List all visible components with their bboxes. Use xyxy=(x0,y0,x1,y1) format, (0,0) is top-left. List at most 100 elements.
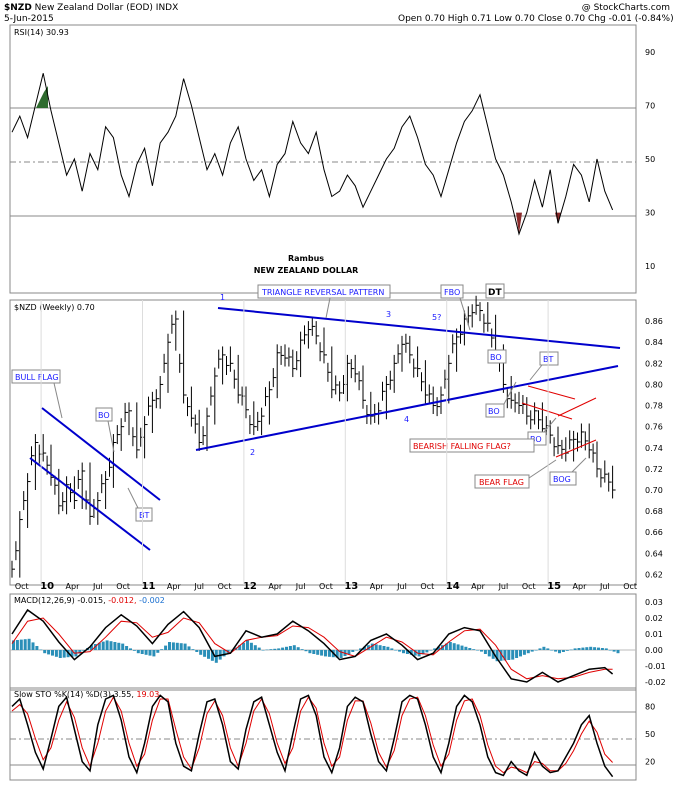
macd-hist-bar xyxy=(304,650,308,652)
macd-hist-bar xyxy=(495,650,499,662)
macd-hist-bar xyxy=(561,650,565,652)
macd-hist-bar xyxy=(530,650,534,652)
macd-hist-bar xyxy=(19,639,23,650)
price-y-tick: 0.64 xyxy=(645,549,663,558)
macd-hist-bar xyxy=(398,650,402,652)
macd-hist-bar xyxy=(522,650,526,655)
svg-text:$NZD New Zealand Dollar (EOD): $NZD New Zealand Dollar (EOD) INDX xyxy=(4,3,178,13)
x-tick-label: 13 xyxy=(344,581,358,592)
chart-header: $NZD New Zealand Dollar (EOD) INDX 5-Jun… xyxy=(4,3,674,24)
symbol: $NZD xyxy=(4,3,32,13)
macd-y-tick: -0.02 xyxy=(645,678,666,687)
macd-hist-bar xyxy=(359,648,363,650)
macd-hist-bar xyxy=(413,650,417,656)
macd-hist-bar xyxy=(62,650,66,658)
macd-hist-bar xyxy=(378,645,382,650)
macd-hist-bar xyxy=(179,643,183,650)
macd-hist-bar xyxy=(437,646,441,650)
macd-hist-bar xyxy=(409,650,413,655)
macd-y-tick: 0.00 xyxy=(645,646,663,655)
fbo-label: FBO xyxy=(444,288,460,297)
macd-hist-bar xyxy=(363,646,366,650)
triangle-lower-line xyxy=(195,365,619,451)
macd-hist-bar xyxy=(538,648,542,650)
macd-hist-bar xyxy=(382,646,386,650)
rsi-legend: RSI(14) 30.93 xyxy=(14,28,69,37)
sto-y-tick: 50 xyxy=(645,730,655,739)
sto-legend: Slow STO %K(14) %D(3) 3.55, 19.03 xyxy=(14,690,159,699)
x-tick-label: Apr xyxy=(573,582,588,591)
macd-histogram xyxy=(12,638,620,663)
macd-y-tick: -0.01 xyxy=(645,662,666,671)
macd-hist-bar xyxy=(425,650,429,653)
macd-hist-bar xyxy=(394,650,398,651)
macd-hist-bar xyxy=(257,647,261,650)
macd-hist-bar xyxy=(82,650,86,651)
x-axis: Oct 10 Apr Jul Oct 11 Apr Jul Oct 12 Apr Jul Oct 13 Ap… xyxy=(15,300,637,592)
macd-hist-bar xyxy=(35,646,39,650)
bull-flag-label: BULL FLAG xyxy=(15,373,59,382)
price-y-tick: 0.80 xyxy=(645,380,663,389)
macd-hist-bar xyxy=(589,646,593,650)
macd-hist-bar xyxy=(156,650,160,653)
macd-hist-bar xyxy=(585,647,589,650)
macd-hist-bar xyxy=(444,643,448,650)
macd-hist-bar xyxy=(421,650,425,655)
bo-label-2: BO xyxy=(490,353,502,362)
macd-hist-bar xyxy=(324,650,327,657)
x-tick-label: Jul xyxy=(295,582,306,591)
macd-hist-bar xyxy=(117,642,121,650)
macd-hist-bar xyxy=(136,650,140,654)
wave-1-label: 1 xyxy=(220,293,225,302)
price-y-tick: 0.66 xyxy=(645,528,663,537)
macd-hist-bar xyxy=(31,642,35,650)
bearish-falling-flag-label: BEARISH FALLING FLAG? xyxy=(413,442,511,451)
macd-hist-bar xyxy=(542,646,546,650)
macd-hist-bar xyxy=(27,638,31,650)
x-tick-label: Oct xyxy=(522,582,536,591)
macd-hist-bar xyxy=(355,650,359,651)
macd-hist-bar xyxy=(593,647,597,650)
macd-hist-bar xyxy=(210,650,214,661)
macd-hist-bar xyxy=(546,648,550,650)
wave-3-label: 3 xyxy=(386,310,391,319)
symbol-name: New Zealand Dollar (EOD) xyxy=(35,3,153,13)
x-tick-label: Apr xyxy=(471,582,486,591)
macd-hist-bar xyxy=(253,645,257,650)
macd-hist-bar xyxy=(433,648,437,650)
macd-hist-bar xyxy=(487,650,491,657)
macd-hist-bar xyxy=(15,640,19,650)
macd-hist-bar xyxy=(558,650,561,654)
bear-flag-label: BEAR FLAG xyxy=(479,478,524,487)
wave-2-label: 2 xyxy=(250,448,255,457)
x-tick-label: 11 xyxy=(142,581,156,592)
macd-hist-bar xyxy=(288,646,292,650)
price-bars xyxy=(11,295,616,578)
triangle-reversal-label: TRIANGLE REVERSAL PATTERN xyxy=(261,288,384,297)
macd-hist-bar xyxy=(351,650,355,652)
macd-hist-bar xyxy=(569,649,573,651)
macd-hist-bar xyxy=(113,642,117,650)
macd-hist-bar xyxy=(23,639,27,650)
macd-hist-bar xyxy=(109,641,113,650)
macd-hist-bar xyxy=(390,648,394,650)
sto-y-ticks: 80 50 20 xyxy=(645,702,655,766)
macd-hist-bar xyxy=(285,646,288,650)
annotations: TRIANGLE REVERSAL PATTERN BULL FLAG BO B… xyxy=(11,283,587,522)
rsi-y-ticks: 90 70 50 30 10 xyxy=(645,48,655,271)
quote-line: Open 0.70 High 0.71 Low 0.70 Close 0.70 … xyxy=(398,14,674,24)
rsi-y-tick: 10 xyxy=(645,262,655,271)
macd-hist-bar xyxy=(187,646,191,650)
macd-hist-bar xyxy=(47,650,51,655)
price-y-tick: 0.70 xyxy=(645,486,663,495)
bear-flag-lower-line xyxy=(555,439,597,458)
x-tick-label: Jul xyxy=(498,582,509,591)
x-tick-label: 15 xyxy=(547,581,561,592)
macd-hist-bar xyxy=(105,640,109,650)
macd-hist-bar xyxy=(129,648,132,650)
macd-hist-bar xyxy=(507,650,511,660)
rsi-oversold-fill xyxy=(516,212,522,235)
macd-signal-line xyxy=(11,617,613,680)
wave-5-label: 5? xyxy=(432,313,441,322)
macd-line xyxy=(11,608,614,683)
